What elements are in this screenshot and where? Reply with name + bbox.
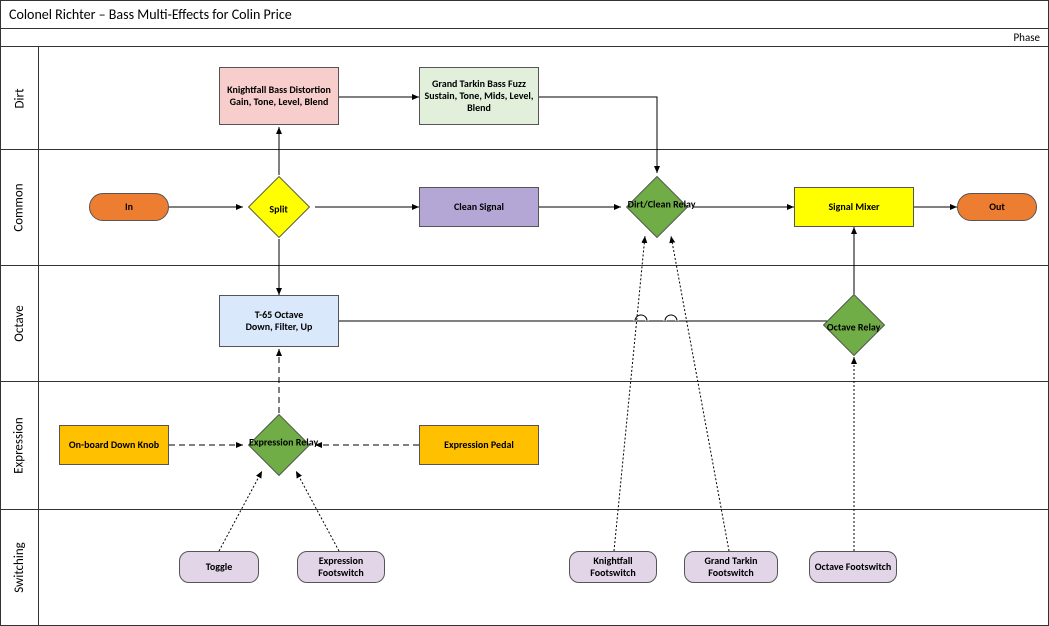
node-out: Out bbox=[957, 193, 1037, 221]
node-clean-signal: Clean Signal bbox=[419, 187, 539, 227]
title-bar: Colonel Richter – Bass Multi-Effects for… bbox=[1, 1, 1048, 29]
lane-octave: Octave bbox=[1, 265, 39, 381]
node-grand-tarkin: Grand Tarkin Bass Fuzz Sustain, Tone, Mi… bbox=[419, 67, 539, 125]
diagram-title: Colonel Richter – Bass Multi-Effects for… bbox=[9, 6, 292, 23]
node-expression-relay: Expression Relay bbox=[249, 415, 309, 475]
canvas: Knightfall Bass Distortion Gain, Tone, L… bbox=[39, 47, 1048, 625]
node-expression-footswitch: Expression Footswitch bbox=[297, 551, 385, 583]
node-knightfall: Knightfall Bass Distortion Gain, Tone, L… bbox=[219, 67, 339, 125]
lane-expression: Expression bbox=[1, 381, 39, 509]
node-octave-footswitch: Octave Footswitch bbox=[809, 551, 897, 583]
node-in: In bbox=[89, 193, 169, 221]
lane-common: Common bbox=[1, 149, 39, 265]
lane-dirt: Dirt bbox=[1, 47, 39, 149]
node-toggle: Toggle bbox=[179, 551, 259, 583]
node-dirt-clean-relay: Dirt/Clean Relay bbox=[627, 177, 687, 237]
diagram-container: Colonel Richter – Bass Multi-Effects for… bbox=[0, 0, 1049, 626]
node-knightfall-footswitch: Knightfall Footswitch bbox=[569, 551, 657, 583]
node-split: Split bbox=[249, 177, 309, 237]
node-t65: T-65 Octave Down, Filter, Up bbox=[219, 295, 339, 347]
node-octave-relay: Octave Relay bbox=[824, 295, 884, 355]
phase-bar: Phase bbox=[1, 29, 1048, 47]
node-signal-mixer: Signal Mixer bbox=[794, 187, 914, 227]
node-onboard-down: On-board Down Knob bbox=[59, 425, 169, 465]
node-grand-tarkin-footswitch: Grand Tarkin Footswitch bbox=[684, 551, 778, 583]
edges-svg bbox=[39, 47, 1049, 625]
swimlanes: Dirt Common Octave Expression Switching bbox=[1, 47, 1048, 625]
node-expression-pedal: Expression Pedal bbox=[419, 425, 539, 465]
lane-switching: Switching bbox=[1, 509, 39, 625]
phase-label: Phase bbox=[1013, 31, 1040, 44]
